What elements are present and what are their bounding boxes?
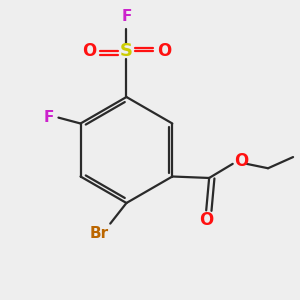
Text: O: O <box>234 152 249 170</box>
Text: O: O <box>157 42 171 60</box>
Text: S: S <box>120 42 133 60</box>
Text: O: O <box>82 42 96 60</box>
Text: Br: Br <box>89 226 109 242</box>
Text: O: O <box>199 211 213 229</box>
Text: F: F <box>44 110 54 125</box>
Text: F: F <box>121 8 132 23</box>
